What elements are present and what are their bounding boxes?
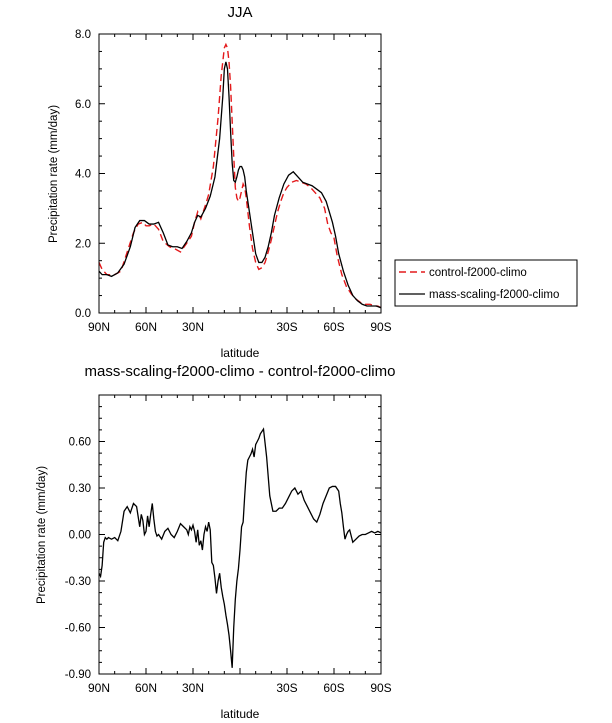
x-tick-label: 30S bbox=[276, 320, 297, 334]
x-tick-label: 90S bbox=[370, 681, 391, 695]
x-tick-label: 60N bbox=[135, 320, 157, 334]
legend: control-f2000-climo mass-scaling-f2000-c… bbox=[394, 259, 578, 307]
series-difference-line bbox=[98, 427, 382, 668]
y-tick-label: -0.90 bbox=[65, 669, 91, 681]
plot1-x-tick-labels: 90N 60N 30N 30S 60S 90S bbox=[88, 681, 392, 695]
plot1-ticks bbox=[98, 394, 382, 675]
x-axis-label: latitude bbox=[221, 346, 260, 360]
y-tick-label: 8.0 bbox=[75, 29, 91, 41]
x-tick-label: 30N bbox=[182, 681, 204, 695]
x-tick-label: 90N bbox=[88, 681, 110, 695]
y-tick-label: -0.60 bbox=[65, 623, 91, 635]
x-axis-label: latitude bbox=[221, 707, 260, 721]
x-tick-label: 90S bbox=[370, 320, 391, 334]
legend-box bbox=[394, 259, 578, 307]
x-tick-label: 30N bbox=[182, 320, 204, 334]
plot1-y-tick-labels: -0.90 -0.60 -0.30 0.00 0.30 0.60 bbox=[65, 437, 91, 682]
x-tick-label: 60N bbox=[135, 681, 157, 695]
legend-label-control: control-f2000-climo bbox=[429, 267, 527, 279]
chart-title: mass-scaling-f2000-climo - control-f2000… bbox=[85, 363, 396, 380]
plot0-x-tick-labels: 90N 60N 30N 30S 60S 90S bbox=[88, 320, 392, 334]
y-tick-label: 0.0 bbox=[75, 308, 91, 320]
legend-label-mass-scaling: mass-scaling-f2000-climo bbox=[429, 289, 559, 301]
y-tick-label: 4.0 bbox=[75, 169, 91, 181]
y-tick-label: 0.00 bbox=[69, 530, 91, 542]
plot0-y-tick-labels: 0.0 2.0 4.0 6.0 8.0 bbox=[75, 29, 91, 320]
series-mass-scaling-line bbox=[98, 61, 382, 309]
y-tick-label: 2.0 bbox=[75, 238, 91, 250]
plot0-ticks bbox=[98, 33, 382, 314]
difference-panel: mass-scaling-f2000-climo - control-f2000… bbox=[36, 363, 395, 721]
y-tick-label: 6.0 bbox=[75, 99, 91, 111]
y-tick-label: -0.30 bbox=[65, 576, 91, 588]
x-tick-label: 90N bbox=[88, 320, 110, 334]
plot1-series bbox=[98, 427, 382, 668]
y-tick-label: 0.60 bbox=[69, 437, 91, 449]
x-tick-label: 60S bbox=[323, 320, 344, 334]
series-control-line bbox=[98, 42, 382, 309]
plot1-frame bbox=[98, 394, 382, 675]
plot0-series bbox=[98, 42, 382, 309]
y-axis-label: Precipitation rate (mm/day) bbox=[36, 466, 48, 604]
y-axis-label: Precipitation rate (mm/day) bbox=[48, 105, 60, 243]
chart-title: JJA bbox=[227, 4, 252, 21]
x-tick-label: 60S bbox=[323, 681, 344, 695]
y-tick-label: 0.30 bbox=[69, 483, 91, 495]
climatology-panel: JJA 0.0 2.0 4.0 6.0 8.0 90N 60N 30N 30S 60S 90S P… bbox=[48, 4, 578, 360]
x-tick-label: 30S bbox=[276, 681, 297, 695]
plot0-frame bbox=[98, 33, 382, 314]
